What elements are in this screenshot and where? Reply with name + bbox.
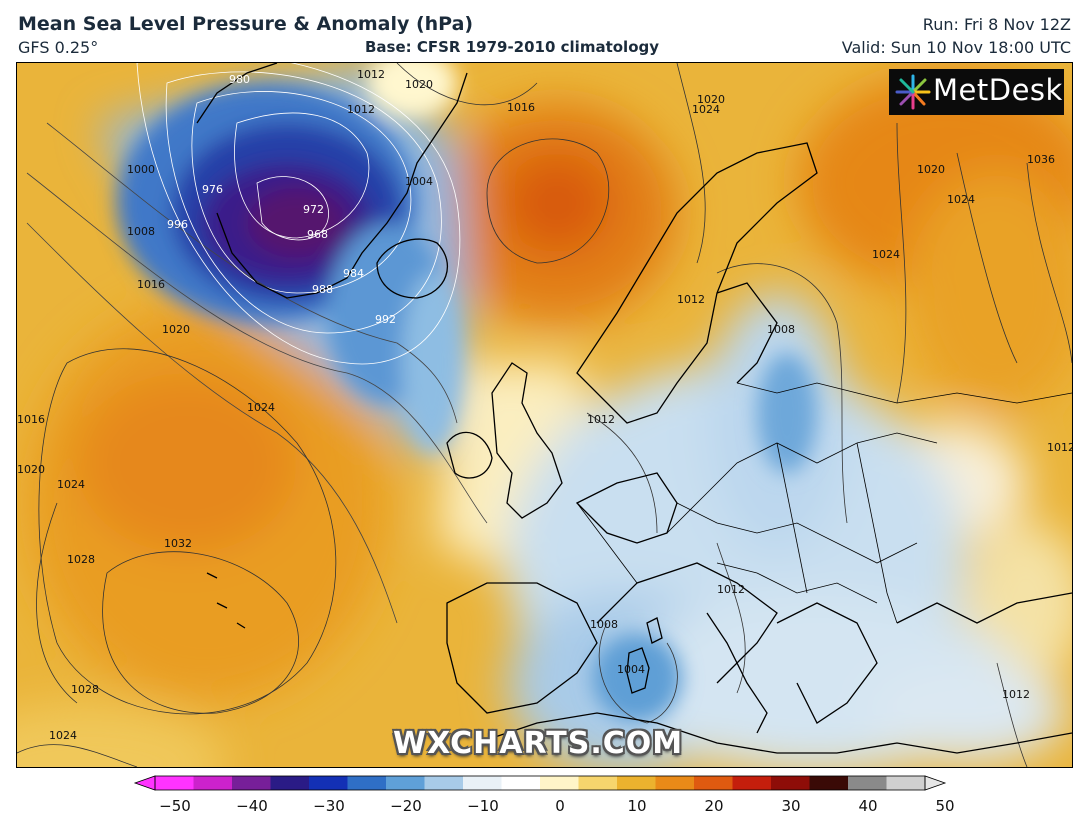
colorbar-min-arrow bbox=[133, 775, 156, 791]
colorbar-tick-label: −50 bbox=[159, 797, 191, 815]
climatology-base: Base: CFSR 1979-2010 climatology bbox=[365, 38, 660, 56]
colorbar-segment bbox=[540, 776, 579, 790]
colorbar-frame bbox=[154, 775, 926, 791]
svg-text:1024: 1024 bbox=[49, 729, 77, 742]
svg-text:1004: 1004 bbox=[617, 663, 645, 676]
svg-text:1012: 1012 bbox=[587, 413, 615, 426]
colorbar-segment bbox=[617, 776, 656, 790]
svg-text:992: 992 bbox=[375, 313, 396, 326]
svg-text:1008: 1008 bbox=[590, 618, 618, 631]
run-time: Run: Fri 8 Nov 12Z bbox=[922, 15, 1071, 34]
valid-time: Valid: Sun 10 Nov 18:00 UTC bbox=[841, 38, 1071, 57]
colorbar-tick-label: 50 bbox=[935, 797, 955, 815]
colorbar-tick-label: −40 bbox=[236, 797, 268, 815]
svg-text:1036: 1036 bbox=[1027, 153, 1055, 166]
svg-text:1012: 1012 bbox=[357, 68, 385, 81]
svg-text:1012: 1012 bbox=[1002, 688, 1030, 701]
colorbar-tick-label: 10 bbox=[627, 797, 647, 815]
chart-title: Mean Sea Level Pressure & Anomaly (hPa) bbox=[18, 13, 474, 35]
colorbar-segment bbox=[578, 776, 618, 790]
colorbar-segment bbox=[732, 776, 772, 790]
svg-text:988: 988 bbox=[312, 283, 333, 296]
svg-text:972: 972 bbox=[303, 203, 324, 216]
colorbar-tick-label: 20 bbox=[704, 797, 724, 815]
colorbar-segment bbox=[463, 776, 502, 790]
map-canvas: 980 976 972 968 984 988 992 996 1000 100… bbox=[17, 63, 1072, 767]
svg-text:1000: 1000 bbox=[127, 163, 155, 176]
colorbar-segment bbox=[694, 776, 733, 790]
colorbar-tick-label: 30 bbox=[781, 797, 801, 815]
metdesk-logo-text: MetDesk bbox=[933, 73, 1063, 107]
colorbar-segment bbox=[771, 776, 810, 790]
colorbar-segment bbox=[232, 776, 271, 790]
svg-text:1012: 1012 bbox=[677, 293, 705, 306]
svg-text:1024: 1024 bbox=[247, 401, 275, 414]
svg-text:1028: 1028 bbox=[71, 683, 99, 696]
borders bbox=[576, 382, 1072, 624]
svg-text:1020: 1020 bbox=[17, 463, 45, 476]
svg-text:1012: 1012 bbox=[717, 583, 745, 596]
colorbar-segment bbox=[270, 776, 310, 790]
svg-text:996: 996 bbox=[167, 218, 188, 231]
colorbar-segment bbox=[347, 776, 387, 790]
coastlines bbox=[196, 63, 1072, 754]
colorbar-segment bbox=[655, 776, 695, 790]
svg-text:1012: 1012 bbox=[1047, 441, 1072, 454]
colorbar-tick-label: −10 bbox=[467, 797, 499, 815]
metdesk-burst-icon bbox=[895, 74, 931, 110]
svg-text:1020: 1020 bbox=[162, 323, 190, 336]
colorbar-max-arrow bbox=[924, 775, 947, 791]
model-label: GFS 0.25° bbox=[18, 38, 99, 57]
colorbar-segment bbox=[424, 776, 464, 790]
wxcharts-watermark: WXCHARTS.COM bbox=[393, 726, 684, 761]
svg-text:1024: 1024 bbox=[872, 248, 900, 261]
svg-text:1020: 1020 bbox=[697, 93, 725, 106]
pressure-anomaly-map: 980 976 972 968 984 988 992 996 1000 100… bbox=[16, 62, 1073, 768]
svg-text:1008: 1008 bbox=[127, 225, 155, 238]
svg-text:976: 976 bbox=[202, 183, 223, 196]
svg-text:1012: 1012 bbox=[347, 103, 375, 116]
svg-text:968: 968 bbox=[307, 228, 328, 241]
colorbar-tick-label: −30 bbox=[313, 797, 345, 815]
svg-text:1004: 1004 bbox=[405, 175, 433, 188]
colorbar-segment bbox=[848, 776, 887, 790]
metdesk-logo: MetDesk bbox=[889, 69, 1064, 115]
colorbar-segment bbox=[809, 776, 849, 790]
svg-text:1032: 1032 bbox=[164, 537, 192, 550]
anomaly-field bbox=[17, 63, 1072, 767]
svg-text:984: 984 bbox=[343, 267, 364, 280]
isobars bbox=[17, 63, 1072, 767]
svg-text:980: 980 bbox=[229, 73, 250, 86]
svg-text:1016: 1016 bbox=[507, 101, 535, 114]
anomaly-colorbar bbox=[133, 775, 947, 791]
colorbar-segment bbox=[155, 776, 194, 790]
svg-text:1016: 1016 bbox=[137, 278, 165, 291]
svg-text:1024: 1024 bbox=[947, 193, 975, 206]
svg-text:1020: 1020 bbox=[917, 163, 945, 176]
svg-text:1020: 1020 bbox=[405, 78, 433, 91]
colorbar-segment bbox=[386, 776, 425, 790]
colorbar-tick-label: −20 bbox=[390, 797, 422, 815]
isobar-labels: 980 976 972 968 984 988 992 996 1000 100… bbox=[17, 68, 1072, 742]
svg-text:1024: 1024 bbox=[692, 103, 720, 116]
colorbar-tick-label: 40 bbox=[858, 797, 878, 815]
colorbar-segment bbox=[501, 776, 541, 790]
svg-text:1008: 1008 bbox=[767, 323, 795, 336]
colorbar-tick-label: 0 bbox=[555, 797, 565, 815]
svg-text:1016: 1016 bbox=[17, 413, 45, 426]
colorbar-segment bbox=[886, 776, 926, 790]
colorbar-segment bbox=[309, 776, 348, 790]
colorbar-segment bbox=[193, 776, 233, 790]
svg-text:1028: 1028 bbox=[67, 553, 95, 566]
svg-text:1024: 1024 bbox=[57, 478, 85, 491]
